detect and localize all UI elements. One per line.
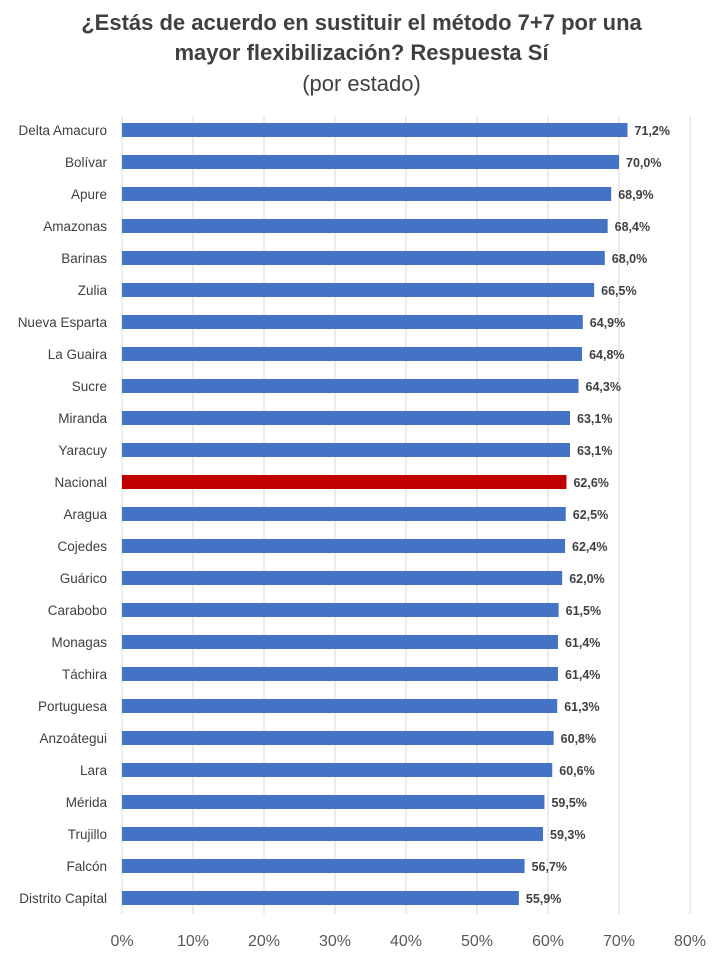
- bar: [122, 443, 571, 457]
- bar: [122, 699, 558, 713]
- value-label: 63,1%: [577, 412, 612, 426]
- value-label: 55,9%: [526, 892, 561, 906]
- bar: [122, 827, 544, 841]
- bar: [122, 411, 571, 425]
- value-label: 68,4%: [615, 220, 650, 234]
- value-label: 60,8%: [561, 732, 596, 746]
- bar: [122, 635, 558, 649]
- bar: [122, 763, 553, 777]
- bar: [122, 251, 605, 265]
- category-label: Táchira: [62, 667, 108, 682]
- bar: [122, 347, 583, 361]
- category-label: Apure: [71, 187, 107, 202]
- value-label: 62,4%: [572, 540, 607, 554]
- x-tick-label: 10%: [177, 933, 209, 950]
- value-label: 61,4%: [565, 636, 600, 650]
- category-label: Distrito Capital: [19, 891, 107, 906]
- x-tick-label: 80%: [674, 933, 706, 950]
- value-label: 59,5%: [551, 796, 586, 810]
- chart-title-line-2: mayor flexibilización? Respuesta Sí: [174, 40, 549, 65]
- bar: [122, 155, 619, 169]
- bar: [122, 571, 563, 585]
- bar: [122, 667, 558, 681]
- bar: [122, 731, 554, 745]
- value-label: 61,3%: [564, 700, 599, 714]
- x-tick-label: 60%: [532, 933, 564, 950]
- category-label: Cojedes: [57, 539, 107, 554]
- value-label: 70,0%: [626, 156, 661, 170]
- x-tick-label: 30%: [319, 933, 351, 950]
- chart-subtitle: (por estado): [302, 71, 421, 96]
- category-label: Monagas: [51, 635, 107, 650]
- value-label: 62,5%: [573, 508, 608, 522]
- value-label: 64,8%: [589, 348, 624, 362]
- x-tick-label: 70%: [603, 933, 635, 950]
- bar: [122, 859, 525, 873]
- value-label: 62,6%: [573, 476, 608, 490]
- x-tick-label: 40%: [390, 933, 422, 950]
- x-tick-label: 20%: [248, 933, 280, 950]
- category-label: Nacional: [54, 475, 107, 490]
- category-label: La Guaira: [48, 347, 108, 362]
- x-tick-label: 0%: [110, 933, 133, 950]
- category-label: Barinas: [61, 251, 107, 266]
- bar: [122, 283, 595, 297]
- category-label: Carabobo: [48, 603, 107, 618]
- category-label: Anzoátegui: [39, 731, 107, 746]
- category-label: Miranda: [58, 411, 107, 426]
- bar: [122, 891, 519, 905]
- value-label: 68,9%: [618, 188, 653, 202]
- category-label: Mérida: [66, 795, 108, 810]
- x-tick-label: 50%: [461, 933, 493, 950]
- value-label: 64,3%: [586, 380, 621, 394]
- category-label: Sucre: [72, 379, 107, 394]
- bar-highlight: [122, 475, 567, 489]
- category-label: Trujillo: [68, 827, 107, 842]
- category-label: Portuguesa: [38, 699, 108, 714]
- category-label: Zulia: [78, 283, 108, 298]
- bar: [122, 123, 628, 137]
- category-label: Aragua: [63, 507, 107, 522]
- bar: [122, 315, 583, 329]
- bar: [122, 219, 608, 233]
- value-label: 61,4%: [565, 668, 600, 682]
- bar: [122, 507, 566, 521]
- value-label: 63,1%: [577, 444, 612, 458]
- category-label: Amazonas: [43, 219, 107, 234]
- value-label: 61,5%: [566, 604, 601, 618]
- bar: [122, 539, 566, 553]
- bar: [122, 187, 612, 201]
- category-label: Falcón: [66, 859, 107, 874]
- category-label: Lara: [80, 763, 108, 778]
- category-label: Bolívar: [65, 155, 108, 170]
- value-label: 64,9%: [590, 316, 625, 330]
- category-label: Guárico: [60, 571, 107, 586]
- bar: [122, 795, 545, 809]
- chart-title-line-1: ¿Estás de acuerdo en sustituir el método…: [81, 10, 642, 35]
- value-label: 68,0%: [612, 252, 647, 266]
- category-label: Delta Amacuro: [18, 123, 107, 138]
- value-label: 66,5%: [601, 284, 636, 298]
- value-label: 60,6%: [559, 764, 594, 778]
- category-label: Yaracuy: [58, 443, 107, 458]
- value-label: 71,2%: [635, 124, 670, 138]
- category-label: Nueva Esparta: [18, 315, 108, 330]
- value-label: 59,3%: [550, 828, 585, 842]
- value-label: 56,7%: [532, 860, 567, 874]
- bar: [122, 379, 579, 393]
- value-label: 62,0%: [569, 572, 604, 586]
- bar: [122, 603, 559, 617]
